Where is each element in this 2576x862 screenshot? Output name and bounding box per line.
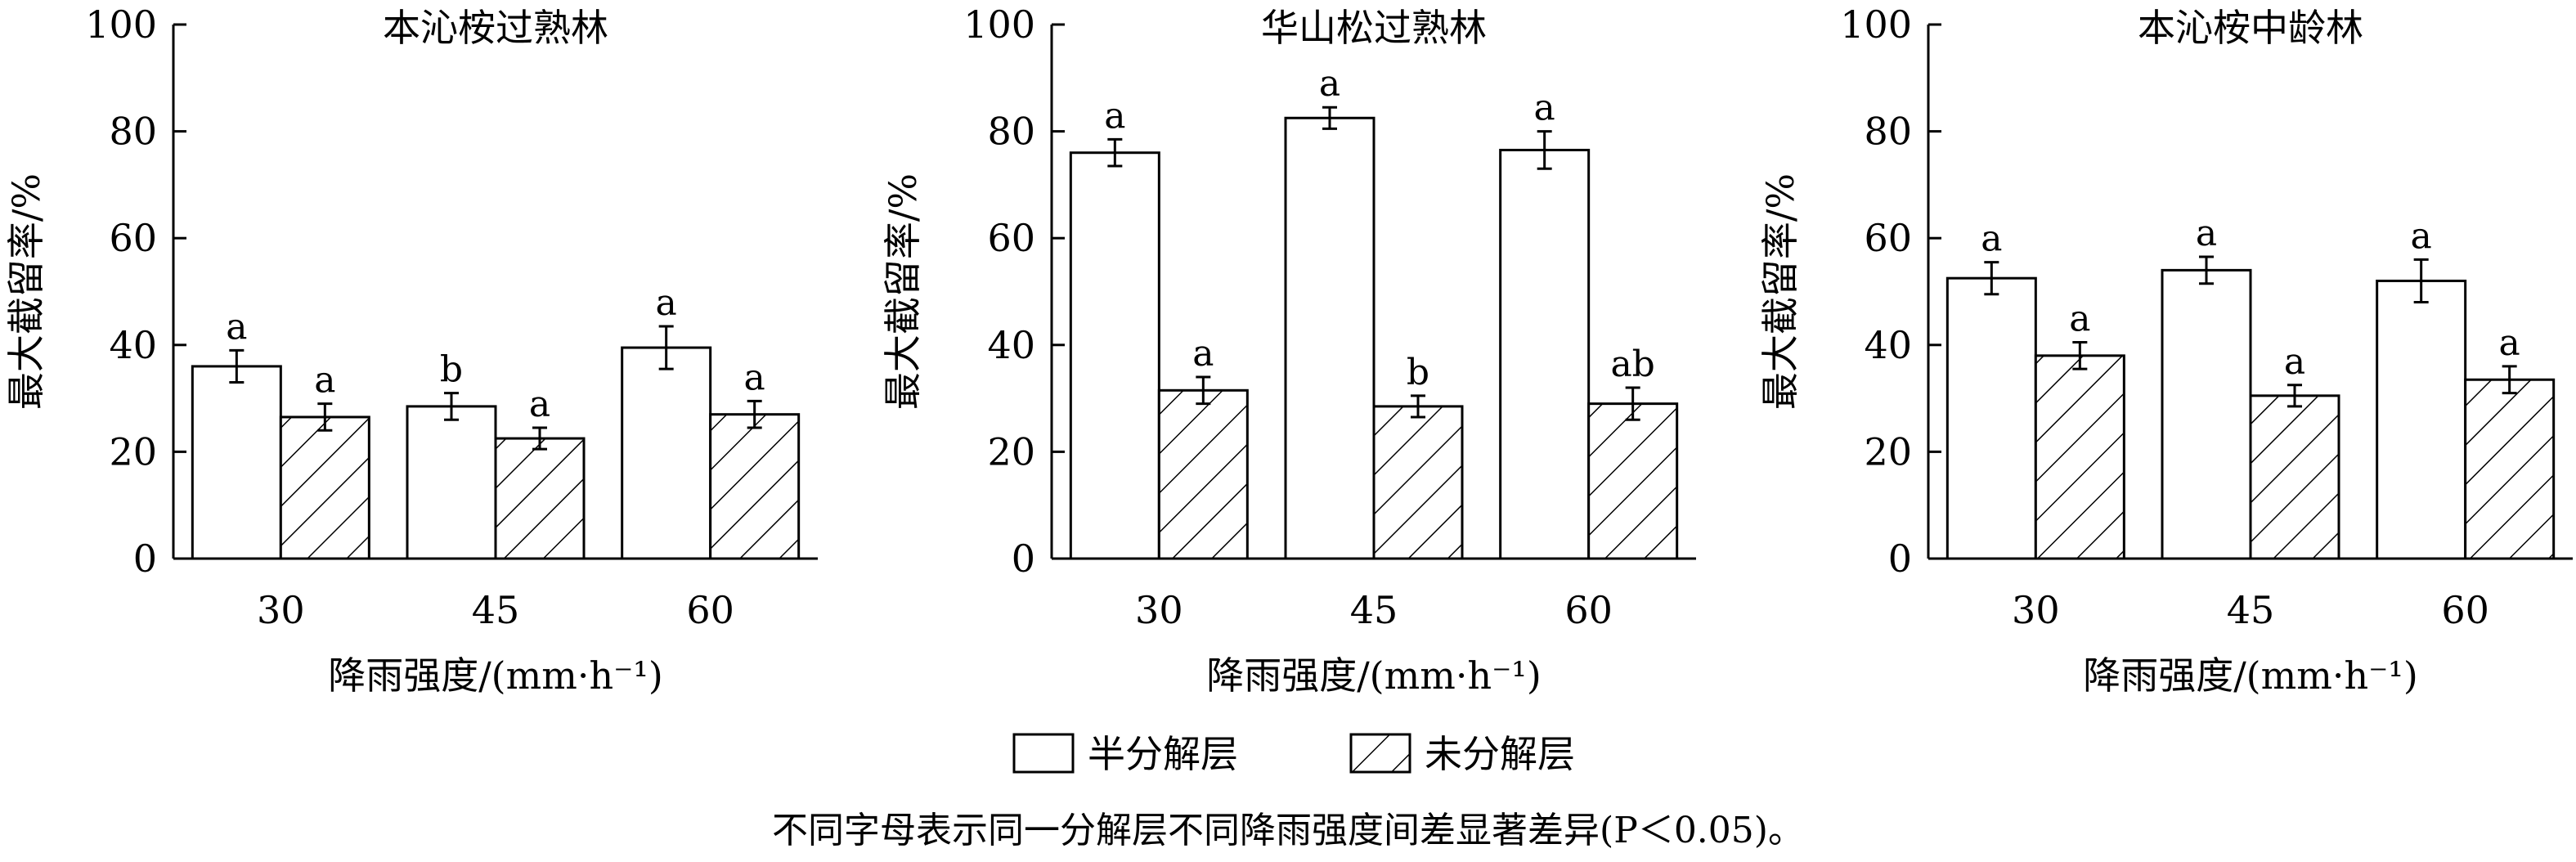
panel-1-significance-letter: a (656, 282, 677, 324)
panel-2-significance-letter: a (1319, 63, 1340, 105)
panel-2-x-tick-label: 45 (1350, 588, 1398, 632)
panel-2-y-tick-label: 20 (987, 429, 1035, 474)
panel-1-y-tick-label: 80 (109, 110, 157, 154)
legend-label-undecomposed: 未分解层 (1425, 732, 1575, 776)
panel-1-significance-letter: a (744, 357, 765, 398)
panel-1-y-tick-label: 100 (85, 2, 157, 47)
panel-3-y-tick-label: 20 (1864, 429, 1912, 474)
panel-2-y-tick-label: 40 (987, 323, 1035, 367)
panel-3-x-axis-label: 降雨强度/(mm·h⁻¹) (2083, 653, 2418, 698)
panel-3-y-tick-label: 0 (1888, 537, 1912, 581)
panel-2-significance-letter: b (1407, 352, 1429, 393)
panel-2-bar-semi-decomposed (1069, 151, 1160, 560)
panel-2-y-axis-label: 最大截留率/% (881, 173, 925, 410)
panel-3-title: 本沁桉中龄林 (2138, 6, 2363, 50)
panel-1-bar-undecomposed (709, 413, 801, 560)
panel-1-chart: 本沁桉过熟林 最大截留率/% 降雨强度/(mm·h⁻¹) 0 20 40 60 80 10… (4, 2, 818, 698)
panel-2-bar-undecomposed (1372, 405, 1464, 560)
panel-2-y-tick-label: 0 (1012, 537, 1035, 581)
panel-3-bar-undecomposed (2034, 354, 2125, 560)
legend-swatch-undecomposed (1349, 733, 1411, 774)
panel-3-y-axis-label: 最大截留率/% (1758, 173, 1802, 410)
panel-1-y-axis-label: 最大截留率/% (4, 173, 48, 410)
panel-3-significance-letter: a (2411, 215, 2432, 257)
panel-3-significance-letter: a (2284, 341, 2305, 383)
footnote: 不同字母表示同一分解层不同降雨强度间差显著差异(P＜0.05)。 (772, 810, 1804, 851)
panel-2-bar-semi-decomposed (1284, 116, 1376, 560)
legend-label-semi-decomposed: 半分解层 (1088, 732, 1238, 776)
panel-3-x-tick-label: 60 (2441, 588, 2489, 632)
panel-3-bar-undecomposed (2249, 394, 2340, 560)
panel-3-chart: 本沁桉中龄林 最大截留率/% 降雨强度/(mm·h⁻¹) 0 20 40 60 80 10… (1758, 2, 2573, 698)
panel-2-bar-undecomposed (1587, 402, 1679, 560)
panel-1-bar-semi-decomposed (406, 405, 497, 560)
panel-3-y-tick-label: 40 (1864, 323, 1912, 367)
panel-3-bar-semi-decomposed (2376, 279, 2467, 560)
panel-1-x-axis-label: 降雨强度/(mm·h⁻¹) (328, 653, 663, 698)
panel-3-bar-semi-decomposed (2161, 268, 2252, 560)
panel-1-significance-letter: a (226, 306, 247, 348)
panel-2-chart: 华山松过熟林 最大截留率/% 降雨强度/(mm·h⁻¹) 0 20 40 60 80 10… (881, 2, 1696, 698)
panel-1-title: 本沁桉过熟林 (383, 6, 608, 50)
panel-3-bar-semi-decomposed (1945, 276, 2037, 560)
panel-1-y-tick-label: 20 (109, 429, 157, 474)
panel-2-bar-undecomposed (1157, 388, 1249, 560)
panel-2-significance-letter: a (1192, 333, 1214, 375)
panel-2-significance-letter: a (1534, 88, 1555, 129)
panel-2-x-tick-label: 30 (1135, 588, 1183, 632)
legend-swatch-semi-decomposed (1012, 733, 1075, 774)
panel-2-x-tick-label: 60 (1564, 588, 1613, 632)
panel-1-significance-letter: b (440, 349, 463, 391)
panel-1-x-tick-label: 45 (472, 588, 520, 632)
panel-3-significance-letter: a (1981, 218, 2002, 260)
panel-2-significance-letter: a (1104, 95, 1125, 137)
panel-1-x-tick-label: 30 (257, 588, 305, 632)
panel-1-bar-semi-decomposed (621, 346, 712, 560)
panel-3-x-tick-label: 30 (2012, 588, 2060, 632)
panel-1-y-tick-label: 60 (109, 216, 157, 260)
panel-3-bar-undecomposed (2464, 378, 2556, 560)
panel-1-x-tick-label: 60 (686, 588, 734, 632)
panel-2-y-tick-label: 60 (987, 216, 1035, 260)
panel-1-y-tick-label: 40 (109, 323, 157, 367)
panel-1-bar-undecomposed (279, 415, 370, 560)
panel-1-y-tick-label: 0 (133, 537, 157, 581)
panel-2-y-tick-label: 100 (963, 2, 1035, 47)
panel-3-y-tick-label: 80 (1864, 110, 1912, 154)
panel-2-x-axis-label: 降雨强度/(mm·h⁻¹) (1206, 653, 1542, 698)
panel-1-bar-undecomposed (494, 437, 586, 560)
panel-3-significance-letter: a (2499, 322, 2520, 364)
panel-3-y-tick-label: 60 (1864, 216, 1912, 260)
panel-2-title: 华山松过熟林 (1261, 6, 1487, 50)
panel-1-bar-semi-decomposed (191, 365, 282, 560)
panel-3-y-tick-label: 100 (1840, 2, 1912, 47)
legend: 半分解层 未分解层 (1012, 732, 1575, 776)
panel-1-significance-letter: a (314, 360, 335, 402)
panel-2-y-tick-label: 80 (987, 110, 1035, 154)
panel-2-significance-letter: ab (1610, 343, 1654, 385)
panel-3-significance-letter: a (2196, 213, 2217, 254)
panel-1-significance-letter: a (529, 384, 550, 425)
panel-2-bar-semi-decomposed (1499, 148, 1591, 560)
panel-3-x-tick-label: 45 (2227, 588, 2275, 632)
panel-3-significance-letter: a (2069, 299, 2090, 340)
